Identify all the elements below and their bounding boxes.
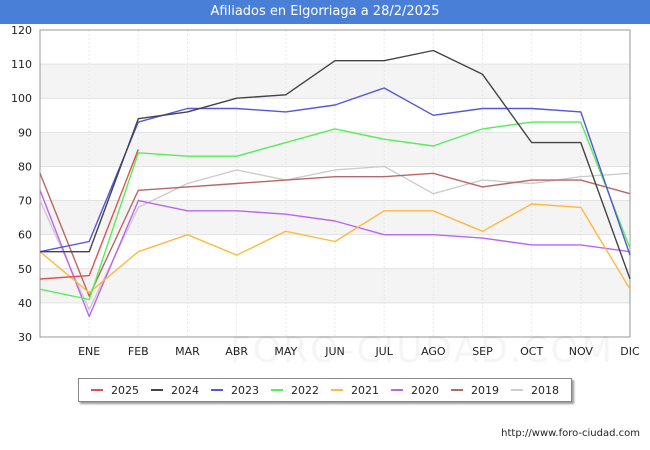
y-tick-label: 80: [18, 160, 32, 173]
y-tick-label: 120: [11, 24, 32, 37]
y-tick-label: 90: [18, 126, 32, 139]
legend-swatch: [211, 389, 223, 391]
grid-band: [40, 132, 630, 167]
legend-swatch: [271, 389, 283, 391]
legend-label: 2022: [291, 383, 319, 397]
legend-label: 2025: [111, 383, 139, 397]
footer-url[interactable]: http://www.foro-ciudad.com: [501, 428, 640, 439]
legend: 2025 2024 2023 2022 2021 2020 2019 2018: [78, 378, 572, 402]
tick-labels: 30 40 50 60 70 80 90 100 110 120 ENE FEB MAR ABR MAY JU…: [11, 24, 640, 358]
legend-swatch: [391, 389, 403, 391]
x-tick-label: DIC: [620, 345, 640, 358]
grid-band: [40, 64, 630, 99]
series-line-2021: [39, 203, 631, 294]
legend-item-2022: 2022: [271, 384, 319, 397]
series-line-2020: [39, 190, 631, 318]
grid-band: [40, 268, 630, 303]
series-line-2022: [39, 121, 631, 301]
series-line-2019: [39, 172, 631, 297]
x-tick-label: ABR: [225, 345, 248, 358]
legend-item-2024: 2024: [151, 384, 199, 397]
x-tick-label: MAR: [175, 345, 200, 358]
x-tick-label: OCT: [520, 345, 543, 358]
x-tick-label: SEP: [472, 345, 493, 358]
legend-swatch: [511, 389, 523, 391]
axes: [39, 29, 631, 338]
x-tick-label: FEB: [128, 345, 149, 358]
legend-swatch: [331, 389, 343, 391]
watermark: FORO-CIUDAD.COM: [230, 330, 614, 371]
legend-item-2021: 2021: [331, 384, 379, 397]
x-tick-label: JUN: [324, 345, 345, 358]
y-tick-label: 60: [18, 229, 32, 242]
series-line-2025: [39, 149, 139, 280]
y-tick-label: 40: [18, 297, 32, 310]
y-tick-label: 110: [11, 58, 32, 71]
legend-label: 2021: [351, 383, 379, 397]
x-tick-label: MAY: [274, 345, 297, 358]
legend-label: 2018: [531, 383, 559, 397]
legend-item-2025: 2025: [91, 384, 139, 397]
chart-title: Afiliados en Elgorriaga a 28/2/2025: [0, 0, 650, 24]
plot-frame: [39, 29, 631, 338]
grid-band: [40, 200, 630, 235]
x-tick-label: ENE: [78, 345, 100, 358]
legend-label: 2020: [411, 383, 439, 397]
series-line-2024: [40, 49, 631, 280]
legend-label: 2019: [471, 383, 499, 397]
legend-item-2018: 2018: [511, 384, 559, 397]
y-tick-label: 30: [18, 331, 32, 344]
y-tick-label: 70: [18, 195, 32, 208]
series-line-2018: [39, 165, 631, 311]
x-tick-label: JUL: [374, 345, 393, 358]
y-tick-label: 100: [11, 92, 32, 105]
y-tick-label: 50: [18, 263, 32, 276]
series-lines: [39, 49, 631, 318]
legend-item-2020: 2020: [391, 384, 439, 397]
legend-item-2023: 2023: [211, 384, 259, 397]
legend-label: 2024: [171, 383, 199, 397]
legend-item-2019: 2019: [451, 384, 499, 397]
legend-swatch: [451, 389, 463, 391]
x-tick-label: AGO: [421, 345, 446, 358]
legend-label: 2023: [231, 383, 259, 397]
legend-swatch: [151, 389, 163, 391]
x-tick-label: NOV: [569, 345, 594, 358]
series-line-2023: [39, 87, 631, 256]
legend-swatch: [91, 389, 103, 391]
